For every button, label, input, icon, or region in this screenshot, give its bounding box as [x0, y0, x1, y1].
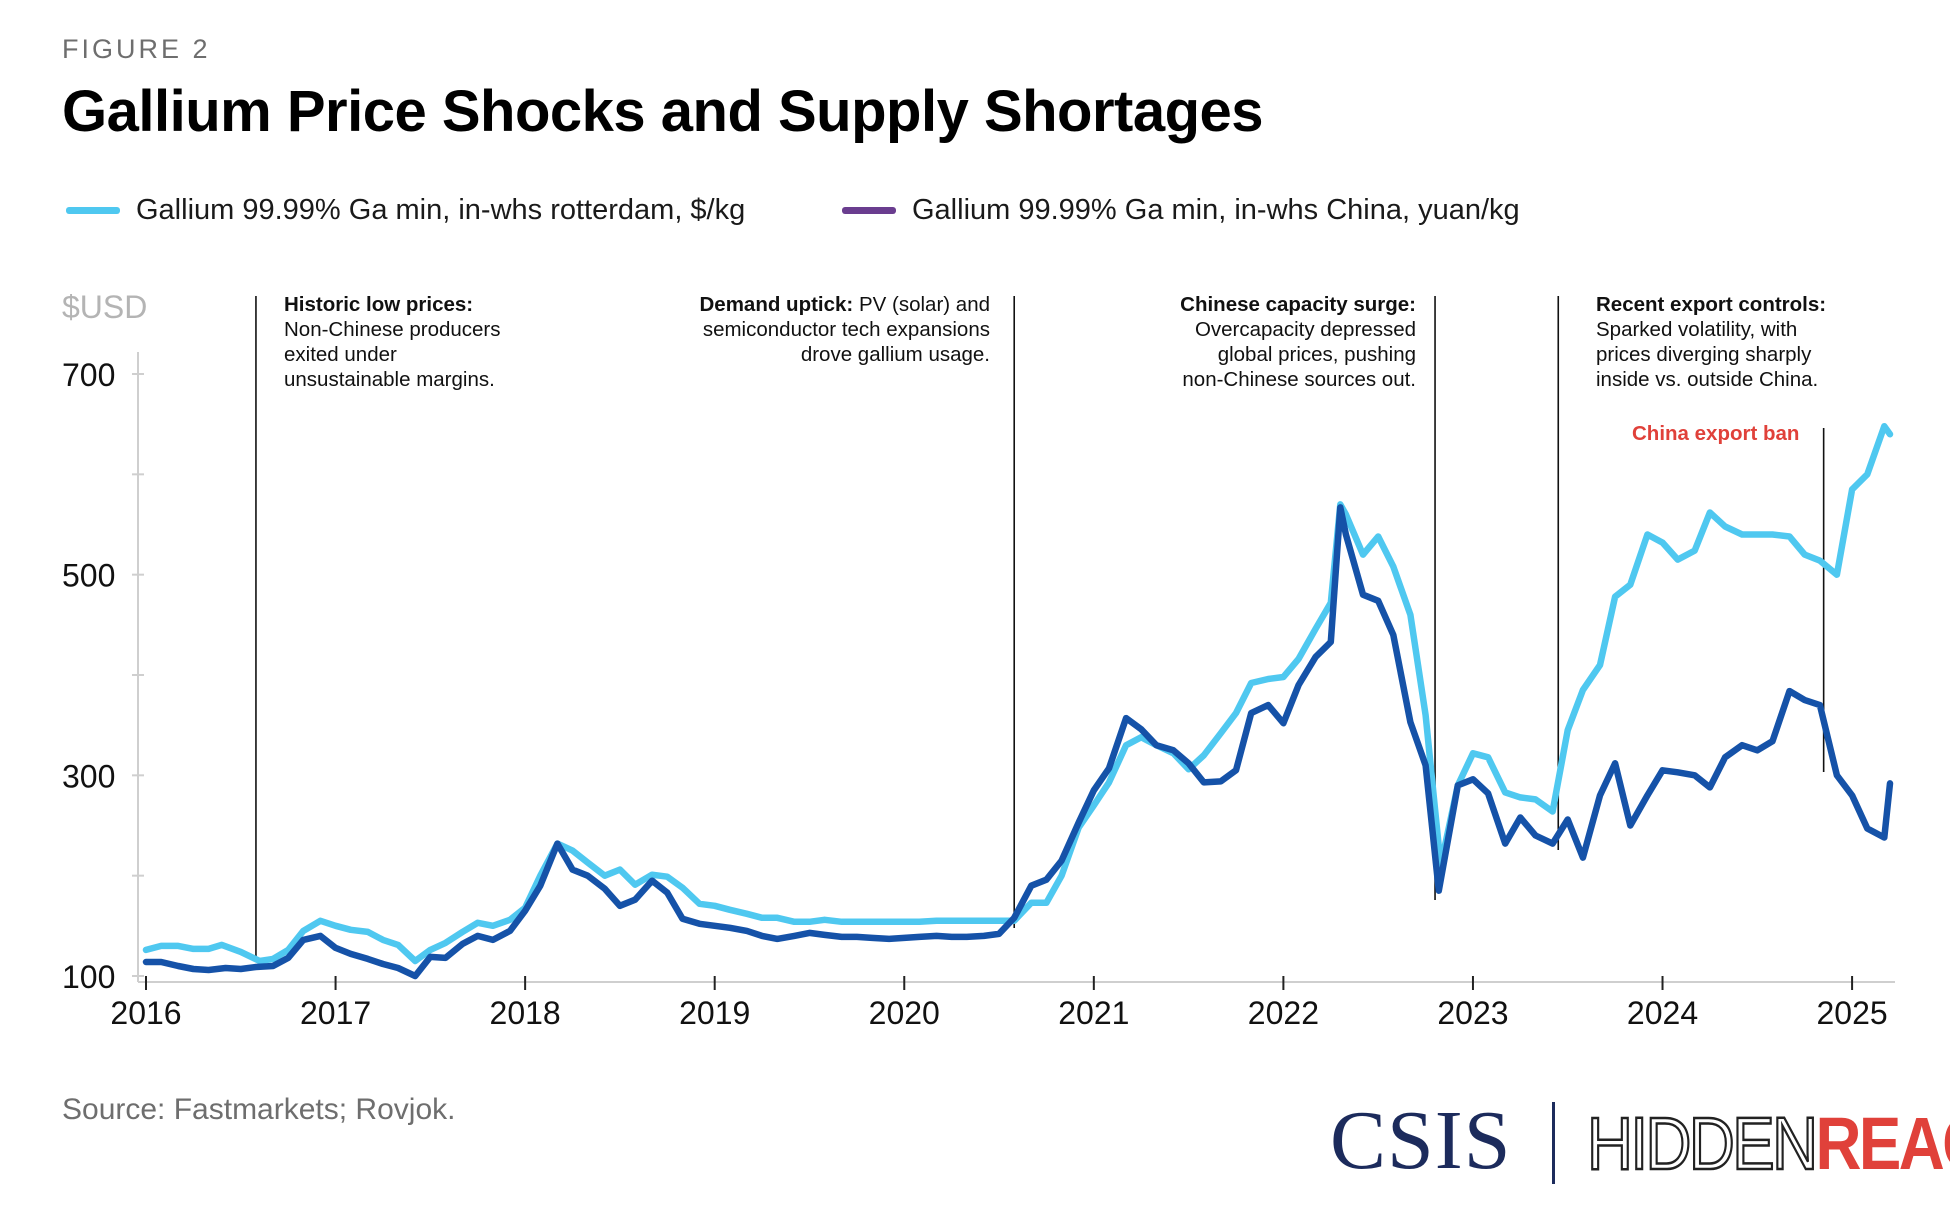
annotation-historic-low-line1: Non-Chinese producers: [284, 318, 501, 341]
annotation-capacity-surge: Chinese capacity surge: Overcapacity dep…: [1180, 292, 1416, 392]
annotation-export-controls-line1: Sparked volatility, with: [1596, 318, 1798, 341]
annotation-capacity-surge-heading: Chinese capacity surge:: [1180, 293, 1416, 316]
x-tick-label: 2017: [300, 995, 371, 1031]
y-tick-label: 500: [62, 558, 115, 594]
legend-item-rotterdam: Gallium 99.99% Ga min, in-whs rotterdam,…: [66, 194, 745, 227]
annotation-capacity-surge-line1: Overcapacity depressed: [1194, 318, 1416, 341]
legend-swatch-rotterdam: [66, 207, 120, 214]
x-tick-label: 2022: [1248, 995, 1319, 1031]
annotation-capacity-surge-line3: non-Chinese sources out.: [1182, 368, 1416, 391]
annotation-historic-low-line3: unsustainable margins.: [284, 368, 495, 391]
china-export-ban-label: China export ban: [1632, 422, 1800, 445]
annotation-capacity-surge-line2: global prices, pushing: [1217, 343, 1416, 366]
x-tick-label: 2024: [1627, 995, 1698, 1031]
hidden-reach-logo-hidden: HIDDEN: [1586, 1101, 1819, 1186]
legend-label-rotterdam: Gallium 99.99% Ga min, in-whs rotterdam,…: [136, 194, 746, 226]
y-tick-label: 300: [62, 758, 115, 794]
x-tick-label: 2020: [869, 995, 940, 1031]
source-note: Source: Fastmarkets; Rovjok.: [62, 1093, 456, 1126]
x-tick-label: 2021: [1058, 995, 1129, 1031]
annotation-export-controls: Recent export controls: Sparked volatili…: [1596, 292, 1826, 392]
chart-title: Gallium Price Shocks and Supply Shortage…: [62, 79, 1264, 144]
x-tick-label: 2018: [490, 995, 561, 1031]
figure-label: FIGURE 2: [62, 34, 211, 64]
x-tick-label: 2023: [1437, 995, 1508, 1031]
legend-swatch-china: [842, 207, 896, 214]
annotation-historic-low-line2: exited under: [284, 343, 397, 366]
series-line-china: [142, 504, 1894, 980]
annotation-demand-uptick: Demand uptick: PV (solar) and semiconduc…: [699, 292, 990, 367]
x-tick-label: 2025: [1816, 995, 1887, 1031]
annotation-demand-uptick-line1: semiconductor tech expansions: [702, 318, 990, 341]
annotation-historic-low: Historic low prices: Non-Chinese produce…: [284, 292, 501, 392]
y-axis-title: $USD: [62, 289, 147, 325]
annotation-demand-uptick-first: PV (solar) and: [858, 293, 990, 316]
annotation-export-controls-line2: prices diverging sharply: [1596, 343, 1812, 366]
annotation-export-controls-heading: Recent export controls:: [1596, 293, 1827, 316]
y-tick-label: 100: [62, 959, 115, 995]
annotation-export-controls-line3: inside vs. outside China.: [1596, 368, 1819, 391]
logo-divider: [1552, 1102, 1555, 1184]
y-tick-label: 700: [62, 357, 115, 393]
series-line-rotterdam: [142, 422, 1894, 965]
hidden-reach-logo-reach: REACH: [1815, 1102, 1950, 1185]
hidden-reach-logo: HIDDENREACH: [1586, 1101, 1950, 1186]
annotation-historic-low-heading: Historic low prices:: [284, 293, 474, 316]
legend-label-china: Gallium 99.99% Ga min, in-whs China, yua…: [912, 194, 1520, 226]
csis-logo: CSIS: [1330, 1094, 1512, 1187]
x-tick-label: 2019: [679, 995, 750, 1031]
legend-item-china: Gallium 99.99% Ga min, in-whs China, yua…: [842, 194, 1520, 227]
annotation-demand-uptick-heading: Demand uptick:: [699, 293, 854, 316]
x-tick-label: 2016: [110, 995, 181, 1031]
annotation-demand-uptick-line2: drove gallium usage.: [800, 343, 990, 366]
